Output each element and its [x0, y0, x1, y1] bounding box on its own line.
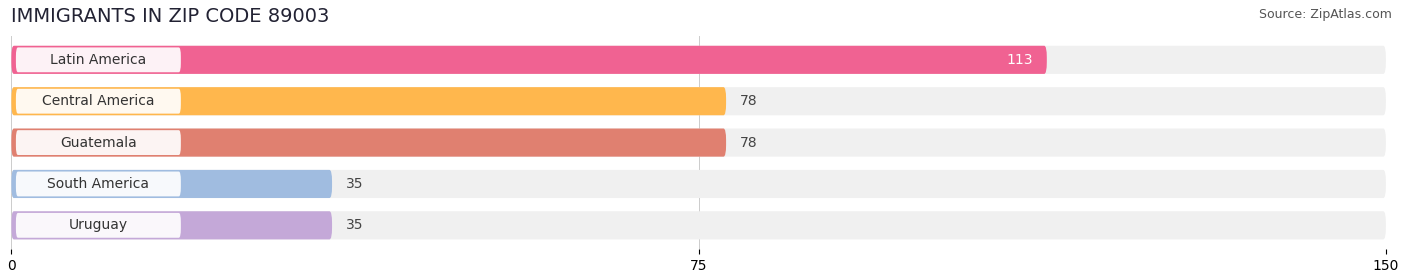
- FancyBboxPatch shape: [15, 130, 181, 155]
- Text: IMMIGRANTS IN ZIP CODE 89003: IMMIGRANTS IN ZIP CODE 89003: [11, 7, 329, 26]
- Text: South America: South America: [48, 177, 149, 191]
- FancyBboxPatch shape: [11, 170, 1386, 198]
- FancyBboxPatch shape: [11, 129, 1386, 157]
- FancyBboxPatch shape: [15, 89, 181, 114]
- FancyBboxPatch shape: [11, 211, 332, 239]
- FancyBboxPatch shape: [11, 129, 725, 157]
- Text: 35: 35: [346, 177, 363, 191]
- FancyBboxPatch shape: [11, 46, 1386, 74]
- Text: 78: 78: [740, 94, 758, 108]
- FancyBboxPatch shape: [15, 47, 181, 72]
- Text: Source: ZipAtlas.com: Source: ZipAtlas.com: [1258, 8, 1392, 21]
- FancyBboxPatch shape: [15, 172, 181, 196]
- Text: Latin America: Latin America: [51, 53, 146, 67]
- FancyBboxPatch shape: [11, 211, 1386, 239]
- Text: 113: 113: [1007, 53, 1033, 67]
- Text: Guatemala: Guatemala: [60, 136, 136, 150]
- Text: Uruguay: Uruguay: [69, 218, 128, 232]
- FancyBboxPatch shape: [11, 87, 1386, 115]
- Text: 35: 35: [346, 218, 363, 232]
- Text: 78: 78: [740, 136, 758, 150]
- FancyBboxPatch shape: [11, 170, 332, 198]
- Text: Central America: Central America: [42, 94, 155, 108]
- FancyBboxPatch shape: [11, 46, 1047, 74]
- FancyBboxPatch shape: [11, 87, 725, 115]
- FancyBboxPatch shape: [15, 213, 181, 238]
